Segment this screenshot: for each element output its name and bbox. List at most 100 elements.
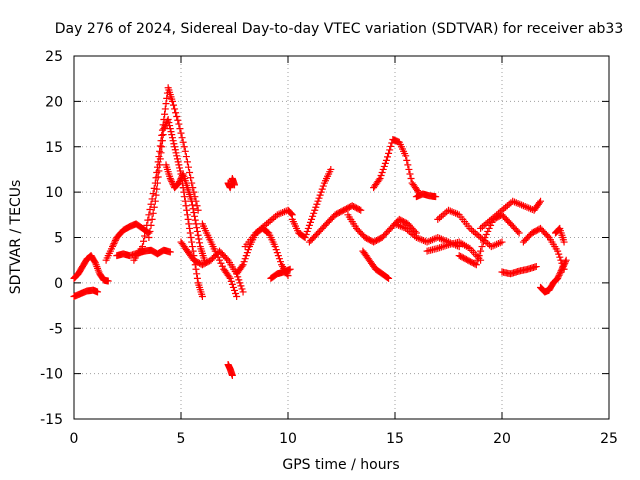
data-point [188, 201, 196, 209]
data-point [185, 220, 193, 228]
y-tick-label: 15 [45, 140, 63, 156]
data-point [192, 265, 200, 273]
series-sat-o [288, 165, 335, 241]
data-point [238, 262, 246, 270]
data-point [194, 231, 202, 239]
data-point [555, 225, 563, 233]
data-point [186, 224, 194, 232]
series-sat-e [130, 84, 202, 264]
data-point [179, 138, 187, 146]
data-point [432, 193, 440, 201]
data-point [556, 268, 564, 276]
data-point [243, 249, 251, 257]
data-point [158, 143, 166, 151]
data-point [560, 261, 568, 269]
data-point [173, 113, 181, 120]
series-sat-i [198, 220, 241, 300]
data-point [146, 206, 154, 214]
data-point [163, 117, 171, 125]
data-point [272, 246, 280, 254]
data-point [161, 105, 169, 113]
data-point [218, 262, 226, 270]
data-point [166, 175, 174, 183]
y-tick-label: 25 [45, 49, 63, 65]
data-point [310, 209, 318, 217]
data-point [318, 185, 326, 193]
data-point [436, 244, 444, 252]
series-sat-p [305, 202, 365, 246]
data-point [157, 149, 165, 157]
data-point [173, 155, 181, 163]
data-point [156, 142, 164, 150]
data-point [160, 125, 168, 133]
y-tick-label: 20 [45, 94, 63, 110]
data-point [441, 242, 449, 250]
data-point [184, 163, 192, 171]
series-sat-b [70, 286, 102, 300]
data-point [176, 164, 184, 172]
x-tick-labels: 0 5 10 15 20 25 [70, 431, 618, 447]
data-point [183, 158, 191, 166]
data-point [233, 292, 241, 300]
data-point [384, 153, 392, 161]
data-point [475, 252, 483, 260]
y-tick-label: 5 [54, 231, 63, 247]
data-point [387, 142, 395, 150]
data-point [190, 209, 198, 217]
data-point [193, 202, 201, 210]
data-point [175, 161, 183, 169]
data-point [147, 221, 155, 229]
data-point [544, 232, 552, 240]
data-point [195, 235, 203, 243]
data-point [214, 253, 222, 261]
data-point [138, 243, 146, 251]
data-point [189, 205, 197, 213]
series-sat-r [359, 247, 393, 282]
data-point [535, 199, 543, 207]
data-point [559, 262, 567, 270]
data-point [559, 264, 567, 272]
data-point [228, 280, 236, 288]
data-point [183, 211, 191, 219]
data-point [312, 203, 320, 211]
data-point [174, 116, 182, 124]
data-points [70, 84, 570, 379]
data-point [402, 152, 410, 160]
data-point [244, 246, 252, 254]
data-point [193, 274, 201, 282]
data-point [315, 194, 323, 202]
data-point [163, 94, 171, 102]
data-point [141, 232, 149, 240]
data-point [236, 279, 244, 287]
data-point [188, 238, 196, 246]
data-point [477, 247, 485, 255]
data-point [171, 143, 179, 151]
data-point [168, 179, 176, 187]
data-point [168, 97, 176, 105]
data-point [273, 249, 281, 257]
data-point [172, 109, 180, 117]
data-point [554, 273, 562, 281]
series-sat-q [344, 211, 420, 246]
data-point [537, 197, 545, 205]
data-point [239, 261, 247, 269]
data-point [313, 200, 321, 208]
data-point [232, 289, 240, 297]
data-point [304, 224, 312, 232]
data-point [152, 191, 160, 199]
series-sat-c [102, 220, 153, 264]
data-point [193, 270, 201, 278]
data-point [145, 234, 153, 241]
data-point [186, 168, 194, 176]
data-point [198, 292, 206, 300]
data-point [376, 175, 384, 183]
data-point [560, 238, 568, 246]
data-point [286, 265, 294, 273]
data-point [380, 162, 388, 170]
data-point [196, 239, 204, 247]
series-sat-x [455, 211, 523, 269]
data-point [514, 227, 522, 235]
data-point [317, 188, 325, 196]
data-point [193, 224, 201, 232]
